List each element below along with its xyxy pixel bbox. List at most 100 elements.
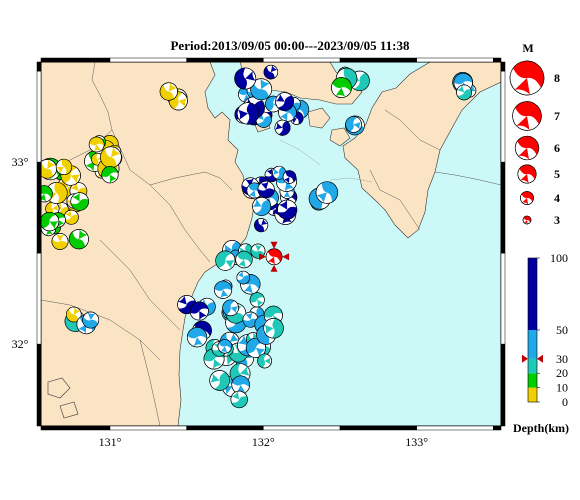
frame-tick bbox=[109, 425, 187, 431]
latest-event-mechanism bbox=[265, 248, 283, 266]
frame-tick bbox=[263, 425, 341, 431]
earthquake-mechanisms bbox=[41, 64, 477, 409]
latest-event-arrow bbox=[259, 253, 267, 261]
earthquake-mechanism-91 bbox=[215, 250, 236, 271]
magnitude-legend-ball-7 bbox=[512, 101, 542, 131]
frame-tick bbox=[493, 425, 502, 431]
frame-tick bbox=[416, 425, 494, 431]
axis-labels: 131° 132° 133° 33° 32° bbox=[12, 155, 429, 449]
depth-band bbox=[528, 387, 537, 402]
latest-event-arrow bbox=[270, 241, 278, 249]
earthquake-mechanism-94 bbox=[235, 250, 253, 269]
earthquake-mechanism-21 bbox=[41, 211, 60, 232]
frame-tick bbox=[500, 161, 506, 254]
magnitude-legend-label: 4 bbox=[554, 191, 560, 205]
lat-tick-label: 32° bbox=[12, 337, 29, 351]
frame-tick bbox=[263, 57, 341, 63]
lon-tick-label: 131° bbox=[99, 435, 122, 449]
earthquake-mechanism-70 bbox=[254, 218, 269, 233]
earthquake-mechanism-132 bbox=[187, 327, 208, 348]
shikoku-land bbox=[342, 62, 501, 239]
earthquake-mechanism-141 bbox=[315, 181, 339, 204]
earthquake-mechanism-30 bbox=[88, 136, 105, 153]
depth-tick-label: 50 bbox=[556, 323, 568, 337]
earthquake-mechanism-10 bbox=[63, 209, 79, 225]
earthquake-mechanism-11 bbox=[41, 159, 57, 179]
earthquake-mechanism-5 bbox=[51, 233, 69, 250]
earthquake-mechanism-33 bbox=[101, 166, 119, 184]
frame-tick bbox=[500, 61, 506, 72]
magnitude-legend-ball-3 bbox=[522, 215, 532, 225]
depth-band bbox=[528, 373, 537, 388]
depth-tick-label: 10 bbox=[556, 381, 568, 395]
earthquake-mechanism-52 bbox=[236, 102, 260, 125]
depth-band bbox=[528, 330, 537, 359]
lon-tick-label: 132° bbox=[252, 435, 275, 449]
earthquake-mechanism-36 bbox=[159, 82, 178, 101]
earthquake-mechanism-90 bbox=[222, 299, 239, 317]
frame-tick bbox=[36, 61, 42, 72]
earthquake-mechanism-122 bbox=[456, 84, 472, 101]
earthquake-mechanism-89 bbox=[249, 292, 265, 308]
depth-tick-label: 0 bbox=[562, 395, 568, 409]
earthquake-mechanism-58 bbox=[234, 67, 257, 90]
depth-marker-left bbox=[522, 354, 528, 363]
earthquake-mechanism-131 bbox=[189, 301, 209, 321]
earthquake-mechanism-108 bbox=[217, 339, 233, 354]
island bbox=[329, 127, 351, 147]
earthquake-mechanism-55 bbox=[274, 119, 291, 136]
depth-tick-label: 100 bbox=[550, 251, 568, 265]
frame-border-ticks bbox=[36, 57, 506, 431]
earthquake-mechanism-99 bbox=[209, 370, 230, 391]
lon-tick-label: 133° bbox=[405, 435, 428, 449]
earthquake-mechanism-117 bbox=[263, 318, 284, 339]
latest-event-marker bbox=[259, 241, 290, 272]
magnitude-legend-ball-4 bbox=[520, 191, 534, 205]
frame-tick bbox=[186, 57, 264, 63]
lat-tick-label: 33° bbox=[12, 155, 29, 169]
frame-tick bbox=[493, 57, 502, 63]
earthquake-mechanism-75 bbox=[257, 180, 275, 199]
frame-tick bbox=[36, 161, 42, 254]
earthquake-mechanism-87 bbox=[236, 270, 251, 285]
frame-tick bbox=[500, 70, 506, 163]
island bbox=[307, 107, 331, 129]
chart-title: Period:2013/09/05 00:00---2023/09/05 11:… bbox=[170, 38, 410, 53]
map-area bbox=[41, 62, 501, 426]
earthquake-mechanism-76 bbox=[277, 199, 298, 220]
earthquake-mechanism-73 bbox=[282, 170, 297, 184]
earthquake-mechanism-136 bbox=[82, 311, 100, 329]
magnitude-legend-label: 3 bbox=[554, 213, 560, 227]
earthquake-mechanism-57 bbox=[275, 92, 294, 111]
earthquake-mechanism-32 bbox=[100, 146, 122, 168]
frame-tick bbox=[339, 425, 417, 431]
frame-tick bbox=[36, 343, 42, 427]
latest-event-arrow bbox=[282, 253, 290, 261]
frame-tick bbox=[36, 252, 42, 345]
island bbox=[59, 401, 79, 419]
depth-tick-label: 20 bbox=[556, 366, 568, 380]
earthquake-mechanism-19 bbox=[70, 192, 89, 211]
earthquake-mechanism-118 bbox=[257, 353, 272, 369]
frame-tick bbox=[339, 57, 417, 63]
magnitude-legend: M 8 7 6 5 4 3 bbox=[509, 41, 560, 227]
magnitude-legend-title: M bbox=[522, 41, 533, 55]
earthquake-mechanism-138 bbox=[345, 116, 362, 133]
depth-marker-right bbox=[537, 354, 543, 363]
magnitude-legend-ball-6 bbox=[514, 135, 540, 161]
frame-tick bbox=[186, 425, 264, 431]
earthquake-mechanism-16 bbox=[55, 158, 73, 176]
depth-scale-title: Depth(km) bbox=[513, 421, 569, 435]
magnitude-legend-label: 5 bbox=[554, 167, 560, 181]
depth-band bbox=[528, 258, 537, 330]
earthquake-mechanism-105 bbox=[230, 390, 248, 409]
magnitude-legend-label: 6 bbox=[554, 141, 560, 155]
earthquake-mechanism-127 bbox=[331, 77, 352, 98]
earthquake-mechanism-41 bbox=[263, 64, 279, 80]
depth-tick-label: 30 bbox=[556, 352, 568, 366]
earthquake-mechanism-82 bbox=[213, 280, 233, 299]
frame-tick bbox=[36, 70, 42, 163]
frame-tick bbox=[109, 57, 187, 63]
prefecture-borders bbox=[41, 62, 501, 426]
